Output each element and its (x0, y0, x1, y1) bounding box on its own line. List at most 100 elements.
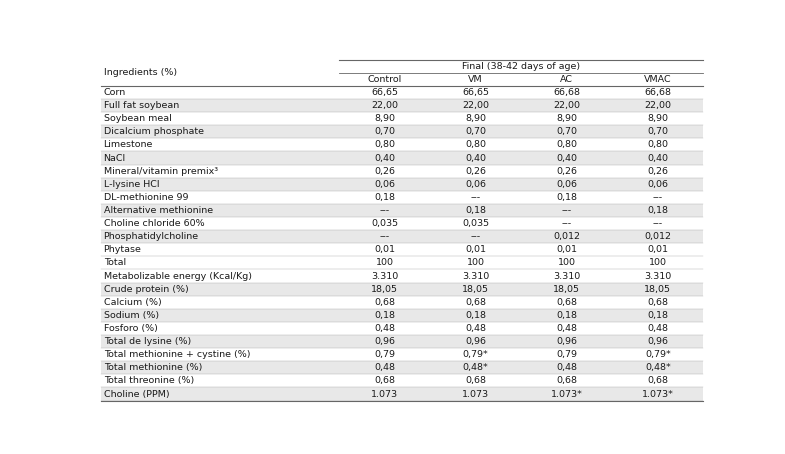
Text: 0,48: 0,48 (374, 324, 395, 333)
Text: Crude protein (%): Crude protein (%) (104, 285, 188, 294)
Text: 0,26: 0,26 (557, 167, 577, 176)
Text: 0,18: 0,18 (466, 206, 486, 215)
Bar (101, 99, 703, 112)
Bar (101, 152, 703, 165)
Text: Dicalcium phosphate: Dicalcium phosphate (104, 127, 203, 136)
Text: Total: Total (104, 258, 126, 267)
Text: 66,68: 66,68 (644, 88, 671, 97)
Text: 0,01: 0,01 (557, 245, 577, 254)
Text: ---: --- (471, 193, 480, 202)
Text: ---: --- (380, 206, 389, 215)
Text: ---: --- (653, 193, 663, 202)
Text: 0,79: 0,79 (374, 350, 395, 359)
Text: 3.310: 3.310 (553, 271, 580, 281)
Text: Mineral/vitamin premix³: Mineral/vitamin premix³ (104, 167, 217, 176)
Text: 0,96: 0,96 (374, 337, 395, 346)
Text: 0,035: 0,035 (462, 219, 489, 228)
Text: 0,79*: 0,79* (645, 350, 671, 359)
Text: 3.310: 3.310 (371, 271, 398, 281)
Text: 0,80: 0,80 (374, 140, 395, 149)
Text: Total threonine (%): Total threonine (%) (104, 376, 194, 385)
Text: 0,48: 0,48 (466, 324, 486, 333)
Text: 0,79: 0,79 (557, 350, 577, 359)
Text: 0,18: 0,18 (648, 311, 668, 320)
Text: 0,80: 0,80 (648, 140, 668, 149)
Text: 8,90: 8,90 (374, 114, 395, 123)
Text: Calcium (%): Calcium (%) (104, 298, 162, 307)
Text: 0,80: 0,80 (466, 140, 486, 149)
Text: 0,96: 0,96 (466, 337, 486, 346)
Text: 0,18: 0,18 (557, 193, 577, 202)
Bar (101, 387, 703, 400)
Text: 0,70: 0,70 (466, 127, 486, 136)
Text: 0,68: 0,68 (466, 376, 486, 385)
Bar (101, 335, 703, 348)
Text: Corn: Corn (104, 88, 126, 97)
Text: Phosphatidylcholine: Phosphatidylcholine (104, 232, 199, 241)
Text: 0,40: 0,40 (648, 153, 668, 163)
Text: ---: --- (471, 232, 480, 241)
Text: 0,40: 0,40 (466, 153, 486, 163)
Text: 0,68: 0,68 (557, 376, 577, 385)
Text: Choline (PPM): Choline (PPM) (104, 390, 170, 399)
Bar (101, 282, 703, 296)
Text: 0,26: 0,26 (374, 167, 395, 176)
Text: 0,18: 0,18 (374, 311, 395, 320)
Text: 0,06: 0,06 (466, 180, 486, 189)
Text: 0,68: 0,68 (557, 298, 577, 307)
Text: 8,90: 8,90 (466, 114, 486, 123)
Text: 100: 100 (649, 258, 667, 267)
Bar (101, 204, 703, 217)
Text: 0,68: 0,68 (648, 298, 668, 307)
Text: 22,00: 22,00 (553, 101, 580, 110)
Text: Metabolizable energy (Kcal/Kg): Metabolizable energy (Kcal/Kg) (104, 271, 252, 281)
Text: Limestone: Limestone (104, 140, 153, 149)
Text: 66,68: 66,68 (553, 88, 580, 97)
Bar (101, 178, 703, 191)
Text: 0,012: 0,012 (644, 232, 671, 241)
Text: NaCl: NaCl (104, 153, 126, 163)
Text: 0,26: 0,26 (648, 167, 668, 176)
Text: Total methionine + cystine (%): Total methionine + cystine (%) (104, 350, 250, 359)
Text: 0,68: 0,68 (648, 376, 668, 385)
Text: Choline chloride 60%: Choline chloride 60% (104, 219, 204, 228)
Text: VMAC: VMAC (644, 75, 672, 84)
Text: Sodium (%): Sodium (%) (104, 311, 159, 320)
Text: 0,48*: 0,48* (645, 363, 671, 372)
Text: 0,26: 0,26 (466, 167, 486, 176)
Text: ---: --- (653, 219, 663, 228)
Text: 0,01: 0,01 (374, 245, 395, 254)
Text: VM: VM (469, 75, 483, 84)
Text: DL-methionine 99: DL-methionine 99 (104, 193, 188, 202)
Text: 0,01: 0,01 (648, 245, 668, 254)
Text: 8,90: 8,90 (557, 114, 577, 123)
Text: Total methionine (%): Total methionine (%) (104, 363, 202, 372)
Text: 0,18: 0,18 (466, 311, 486, 320)
Text: 0,79*: 0,79* (463, 350, 488, 359)
Text: 0,70: 0,70 (557, 127, 577, 136)
Text: 0,68: 0,68 (374, 298, 395, 307)
Text: AC: AC (560, 75, 573, 84)
Text: 0,035: 0,035 (371, 219, 398, 228)
Bar (101, 361, 703, 375)
Text: Fosforo (%): Fosforo (%) (104, 324, 158, 333)
Text: 0,012: 0,012 (553, 232, 580, 241)
Text: ---: --- (562, 206, 572, 215)
Text: 18,05: 18,05 (462, 285, 489, 294)
Text: 0,70: 0,70 (648, 127, 668, 136)
Text: 22,00: 22,00 (371, 101, 398, 110)
Text: 0,18: 0,18 (374, 193, 395, 202)
Text: L-lysine HCl: L-lysine HCl (104, 180, 159, 189)
Text: 8,90: 8,90 (648, 114, 668, 123)
Text: 0,01: 0,01 (466, 245, 486, 254)
Text: Final (38-42 days of age): Final (38-42 days of age) (462, 62, 580, 71)
Text: Ingredients (%): Ingredients (%) (104, 69, 177, 77)
Text: 1.073*: 1.073* (642, 390, 674, 399)
Text: 1.073: 1.073 (371, 390, 398, 399)
Text: ---: --- (562, 219, 572, 228)
Text: 18,05: 18,05 (553, 285, 580, 294)
Text: 100: 100 (467, 258, 484, 267)
Bar (101, 309, 703, 322)
Text: Full fat soybean: Full fat soybean (104, 101, 179, 110)
Text: 18,05: 18,05 (644, 285, 671, 294)
